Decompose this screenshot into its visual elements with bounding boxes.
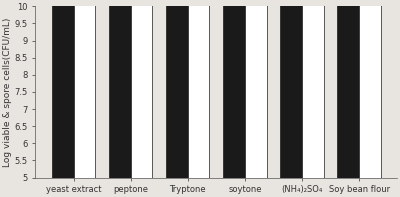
Bar xyxy=(302,0,324,177)
Bar xyxy=(109,0,131,177)
Bar xyxy=(166,0,188,177)
Bar xyxy=(337,0,359,177)
Bar xyxy=(280,0,302,177)
Y-axis label: Log viable & spore cells(CFU/mL): Log viable & spore cells(CFU/mL) xyxy=(3,17,12,167)
Bar xyxy=(223,0,245,177)
Bar xyxy=(359,0,381,177)
Bar xyxy=(188,0,210,177)
Bar xyxy=(245,0,266,177)
Bar xyxy=(131,0,152,177)
Bar xyxy=(52,0,74,177)
Bar xyxy=(74,0,95,177)
